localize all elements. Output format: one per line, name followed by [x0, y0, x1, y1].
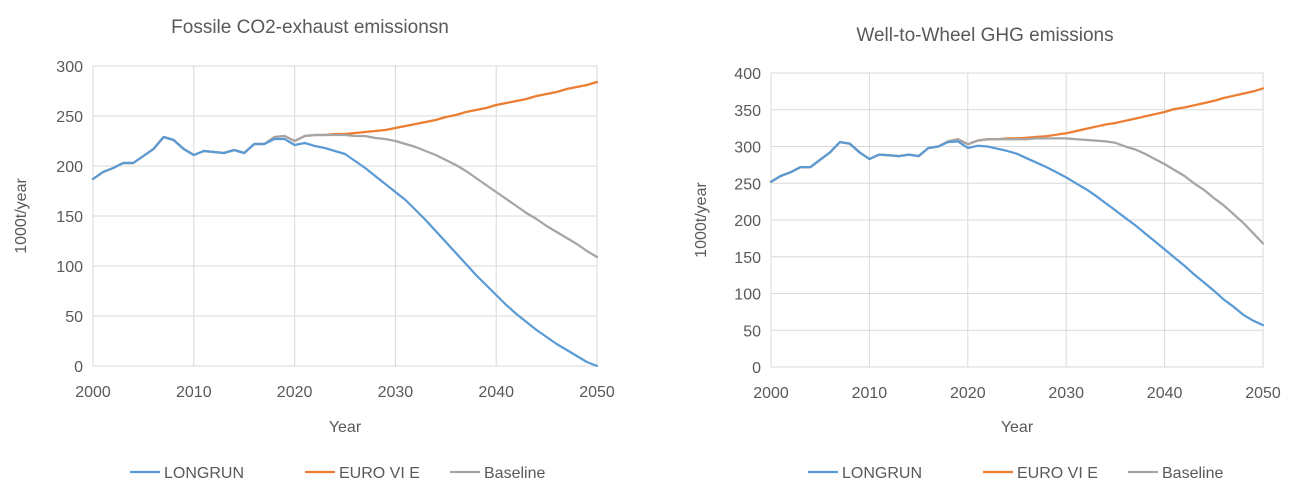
- legend-label: LONGRUN: [842, 465, 922, 482]
- legend-label: Baseline: [484, 465, 545, 482]
- y-tick-label: 100: [56, 259, 83, 276]
- series-line-euro-vi-e: [91, 80, 599, 181]
- y-tick-label: 300: [734, 140, 761, 157]
- x-tick-label: 2000: [753, 385, 789, 402]
- y-tick-label: 300: [56, 59, 83, 76]
- y-tick-label: 200: [56, 159, 83, 176]
- legend-label: Baseline: [1162, 465, 1223, 482]
- x-tick-label: 2010: [852, 385, 888, 402]
- y-axis-label: 1000t/year: [13, 178, 30, 254]
- chart-title: Well-to-Wheel GHG emissions: [856, 25, 1113, 46]
- y-tick-label: 50: [65, 309, 83, 326]
- y-tick-label: 100: [734, 287, 761, 304]
- series-line-longrun: [91, 135, 599, 368]
- x-tick-label: 2040: [1147, 385, 1183, 402]
- y-tick-label: 400: [734, 66, 761, 83]
- x-tick-label: 2030: [378, 384, 414, 401]
- series-line-longrun: [769, 140, 1265, 327]
- x-tick-label: 2000: [75, 384, 111, 401]
- x-tick-label: 2050: [579, 384, 615, 401]
- y-tick-label: 150: [734, 250, 761, 267]
- y-tick-label: 350: [734, 103, 761, 120]
- x-tick-label: 2030: [1048, 385, 1084, 402]
- x-tick-label: 2050: [1245, 385, 1281, 402]
- plot-frame: [92, 65, 598, 367]
- x-axis-label: Year: [1001, 419, 1034, 436]
- co2-exhaust-chart: Fossile CO2-exhaust emissionsn 0 50 100 150…: [13, 17, 615, 482]
- y-tick-label: 200: [734, 213, 761, 230]
- series-line-euro-vi-e: [769, 87, 1265, 183]
- legend-label: LONGRUN: [164, 465, 244, 482]
- y-tick-label: 0: [74, 359, 83, 376]
- y-tick-label: 250: [56, 109, 83, 126]
- x-tick-label: 2010: [176, 384, 212, 401]
- plot-frame: [770, 72, 1264, 368]
- x-tick-label: 2020: [277, 384, 313, 401]
- y-axis-label: 1000t/year: [693, 182, 710, 258]
- wtw-ghg-chart: Well-to-Wheel GHG emissions 0 50 100 150 200…: [693, 25, 1281, 482]
- y-tick-label: 0: [752, 360, 761, 377]
- x-tick-label: 2020: [950, 385, 986, 402]
- y-tick-label: 150: [56, 209, 83, 226]
- y-tick-label: 250: [734, 176, 761, 193]
- x-axis-label: Year: [329, 419, 362, 436]
- chart-title: Fossile CO2-exhaust emissionsn: [171, 17, 449, 38]
- legend-label: EURO VI E: [339, 465, 420, 482]
- x-tick-label: 2040: [478, 384, 514, 401]
- y-tick-label: 50: [743, 323, 761, 340]
- legend-label: EURO VI E: [1017, 465, 1098, 482]
